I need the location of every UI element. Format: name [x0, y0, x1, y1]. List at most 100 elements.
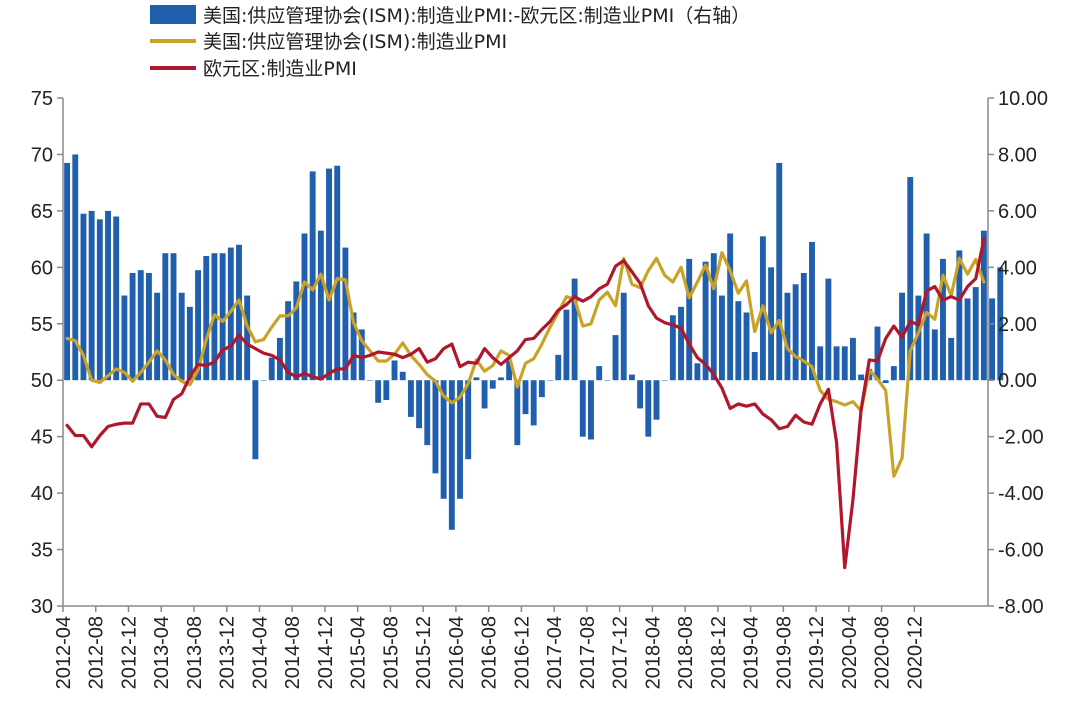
x-tick-label: 2015-12: [413, 616, 435, 689]
left-tick-label: 70: [31, 144, 53, 166]
bar-2015-08: [391, 360, 398, 381]
bar-2015-11: [416, 380, 423, 429]
bar-2012-07: [88, 210, 95, 381]
bar-2020-04: [849, 337, 856, 381]
left-tick-label: 40: [31, 483, 53, 505]
bar-2017-12: [620, 292, 627, 381]
x-tick-label: 2012-08: [86, 616, 108, 689]
bar-2018-11: [710, 253, 717, 381]
x-axis-ticks: 2012-04 2012-08 2012-12 2013-04 2013-08 2013-…: [53, 606, 926, 689]
bar-2015-10: [407, 380, 414, 417]
bar-2016-12: [522, 380, 529, 415]
x-tick-label: 2018-08: [675, 616, 697, 689]
bar-2012-12: [129, 272, 136, 381]
bar-2013-09: [203, 256, 210, 381]
bar-2019-12: [817, 346, 824, 381]
bar-2018-03: [645, 380, 652, 437]
bar-2014-05: [268, 357, 275, 381]
bar-2015-07: [383, 380, 390, 400]
x-tick-label: 2012-12: [118, 616, 140, 689]
bar-2014-12: [326, 168, 332, 381]
bar-2018-08: [686, 258, 693, 381]
bar-2013-07: [186, 306, 193, 381]
bar-2014-02: [244, 295, 251, 381]
bar-2013-04: [162, 253, 169, 381]
bar-2015-01: [334, 165, 341, 381]
bar-2017-02: [538, 380, 545, 398]
right-tick-label: -4.00: [998, 483, 1044, 505]
bar-2020-07: [874, 326, 881, 381]
x-tick-label: 2013-04: [151, 616, 173, 689]
right-tick-label: 4.00: [998, 257, 1037, 279]
x-tick-label: 2020-08: [872, 616, 894, 689]
bar-2016-08: [489, 380, 496, 389]
bar-2017-07: [579, 380, 586, 437]
bar-2015-09: [399, 371, 406, 381]
bar-2016-03: [448, 380, 455, 530]
bar-2012-11: [121, 295, 128, 381]
right-tick-label: -8.00: [998, 596, 1044, 618]
bar-2013-02: [146, 272, 152, 381]
left-tick-label: 30: [31, 596, 53, 618]
x-tick-label: 2020-12: [904, 616, 926, 689]
x-tick-label: 2015-08: [380, 616, 402, 689]
right-axis-ticks: 10.00 8.00 6.00 4.00 2.00 0.00 -2.00 -4.00 -6.00…: [988, 88, 1048, 618]
bar-2014-08: [293, 281, 300, 381]
bar-2017-06: [571, 278, 578, 381]
bar-2012-08: [96, 219, 103, 381]
bar-2016-02: [440, 380, 447, 499]
x-tick-label: 2016-08: [479, 616, 501, 689]
bar-2018-07: [678, 306, 684, 381]
x-tick-label: 2013-08: [184, 616, 206, 689]
bar-2019-03: [743, 312, 750, 381]
x-tick-label: 2012-04: [53, 616, 75, 689]
bar-2012-04: [64, 162, 71, 381]
bar-2017-01: [530, 380, 537, 426]
bar-2021-02: [931, 329, 938, 381]
bar-2014-01: [236, 244, 242, 381]
bar-2018-10: [702, 261, 709, 381]
bar-2020-11: [907, 177, 914, 381]
legend-label-eurozone: 欧元区:制造业PMI: [203, 58, 357, 80]
bar-2013-11: [219, 253, 226, 381]
legend-label-bar: 美国:供应管理协会(ISM):制造业PMI:-欧元区:制造业PMI（右轴）: [203, 5, 750, 27]
bar-2021-10: [997, 267, 1004, 381]
bar-2013-06: [178, 292, 185, 381]
bar-2018-01: [628, 374, 635, 381]
x-tick-label: 2019-08: [773, 616, 795, 689]
bar-2014-07: [285, 301, 292, 381]
right-tick-label: 2.00: [998, 314, 1037, 336]
bar-2021-06: [964, 298, 971, 381]
bar-2016-07: [481, 380, 488, 409]
bar-2019-09: [792, 284, 799, 381]
bar-2014-09: [301, 233, 308, 381]
bar-2016-11: [514, 380, 521, 446]
bar-2017-10: [604, 380, 611, 381]
x-tick-label: 2015-04: [348, 616, 370, 689]
bar-2016-10: [506, 360, 513, 381]
right-tick-label: 10.00: [998, 88, 1048, 110]
x-tick-label: 2013-12: [217, 616, 239, 689]
right-tick-label: -6.00: [998, 540, 1044, 562]
bar-2013-03: [154, 292, 161, 381]
bar-2012-09: [105, 210, 111, 381]
bar-2021-08: [980, 230, 987, 381]
bar-2018-09: [694, 363, 701, 381]
bar-2020-05: [858, 374, 865, 381]
bar-2015-06: [375, 380, 382, 403]
bar-2020-12: [915, 295, 922, 381]
right-tick-label: 0.00: [998, 370, 1037, 392]
left-tick-label: 75: [31, 88, 53, 110]
bar-2017-11: [612, 335, 619, 381]
bar-2014-10: [309, 171, 316, 381]
bar-2020-08: [882, 380, 889, 384]
bar-2018-06: [669, 315, 676, 381]
x-tick-label: 2016-04: [446, 616, 468, 689]
bar-2015-02: [342, 247, 349, 381]
right-tick-label: 8.00: [998, 144, 1037, 166]
bar-2018-12: [719, 295, 725, 381]
bar-2019-10: [800, 272, 807, 381]
bar-2017-04: [555, 354, 562, 381]
bar-2017-05: [563, 309, 570, 381]
right-tick-label: -2.00: [998, 427, 1044, 449]
